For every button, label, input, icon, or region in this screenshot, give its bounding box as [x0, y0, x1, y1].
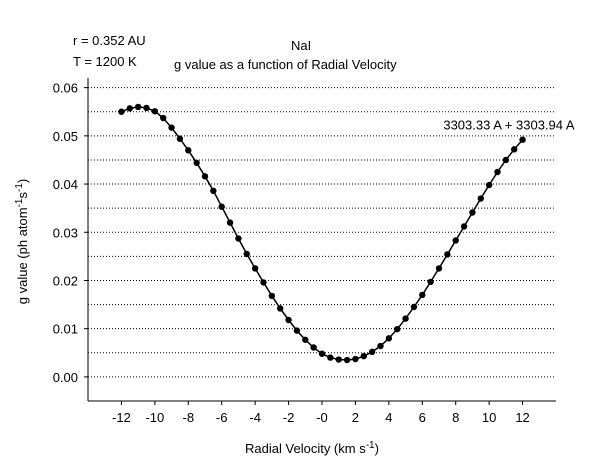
- x-tick-label: -8: [183, 410, 195, 425]
- data-point: [327, 354, 334, 361]
- x-tick-label: -4: [249, 410, 261, 425]
- data-point: [201, 173, 209, 180]
- temperature-label: T = 1200 K: [73, 54, 137, 69]
- y-tick-label: 0.05: [53, 129, 78, 144]
- data-point: [268, 292, 276, 300]
- data-point: [435, 265, 443, 272]
- data-point: [193, 159, 200, 167]
- x-tick-label: 2: [352, 410, 359, 425]
- data-point: [444, 251, 451, 258]
- data-point: [343, 356, 351, 364]
- y-axis-label: g value (ph atom-1s-1): [14, 179, 30, 305]
- data-point: [352, 355, 359, 363]
- series-annotation: 3303.33 A + 3303.94 A: [443, 118, 575, 133]
- data-point: [469, 209, 476, 216]
- y-tick-label: 0.02: [53, 273, 78, 288]
- series: [118, 103, 526, 364]
- x-tick-label: 8: [452, 410, 459, 425]
- y-tick-label: 0.04: [53, 177, 78, 192]
- species-title: NaI: [291, 38, 312, 53]
- x-tick-label: -0: [316, 410, 328, 425]
- data-point: [260, 279, 267, 286]
- y-tick-label: 0.06: [53, 81, 78, 96]
- data-point: [126, 105, 133, 112]
- data-point: [410, 303, 418, 311]
- data-point: [151, 108, 159, 115]
- data-point: [460, 223, 468, 230]
- x-tick-label: 12: [515, 410, 529, 425]
- radius-label: r = 0.352 AU: [73, 33, 146, 48]
- data-point: [494, 168, 501, 176]
- data-point: [285, 316, 292, 324]
- x-tick-label: -2: [283, 410, 295, 425]
- data-point: [176, 135, 184, 142]
- data-point: [485, 181, 493, 189]
- data-point: [318, 350, 326, 357]
- data-point: [310, 344, 317, 351]
- data-point: [277, 305, 284, 312]
- data-point: [360, 352, 367, 360]
- data-point: [368, 348, 376, 356]
- y-tick-label: 0.03: [53, 225, 78, 240]
- data-point: [185, 147, 192, 154]
- data-point: [160, 114, 167, 122]
- data-point: [385, 335, 393, 342]
- data-point: [452, 237, 459, 244]
- data-point: [377, 342, 384, 350]
- y-tick-label: 0.00: [53, 370, 78, 385]
- data-point: [502, 156, 510, 164]
- data-point: [302, 336, 309, 343]
- x-axis-label: Radial Velocity (km s-1): [245, 440, 379, 456]
- data-point: [243, 250, 250, 258]
- gridlines: [88, 87, 556, 402]
- x-tick-label: 6: [419, 410, 426, 425]
- data-point: [427, 278, 434, 286]
- data-point: [402, 315, 409, 322]
- series-line: [121, 106, 524, 361]
- x-tick-label: -6: [216, 410, 228, 425]
- data-point: [226, 219, 234, 226]
- data-point: [477, 195, 484, 202]
- axes: [84, 78, 556, 405]
- data-point: [168, 124, 175, 131]
- data-point: [134, 103, 142, 111]
- x-tick-label: 10: [482, 410, 496, 425]
- data-point: [210, 187, 217, 195]
- x-tick-label: 4: [385, 410, 392, 425]
- data-point: [511, 146, 518, 153]
- data-point: [251, 265, 259, 272]
- data-point: [419, 291, 426, 299]
- data-point: [335, 356, 342, 363]
- y-tick-label: 0.01: [53, 322, 78, 337]
- data-point: [519, 136, 526, 143]
- data-point: [143, 104, 150, 112]
- data-point: [218, 203, 225, 210]
- x-tick-label: -12: [112, 410, 131, 425]
- data-point: [394, 325, 401, 333]
- data-point: [293, 327, 301, 334]
- data-point: [118, 108, 125, 115]
- labels: 0.00 0.01 0.02 0.03 0.04 0.05 0.06 -12 -10 -8 -6 -4…: [14, 81, 575, 456]
- chart-subtitle: g value as a function of Radial Velocity: [174, 57, 397, 72]
- data-point: [235, 235, 242, 242]
- x-tick-label: -10: [145, 410, 164, 425]
